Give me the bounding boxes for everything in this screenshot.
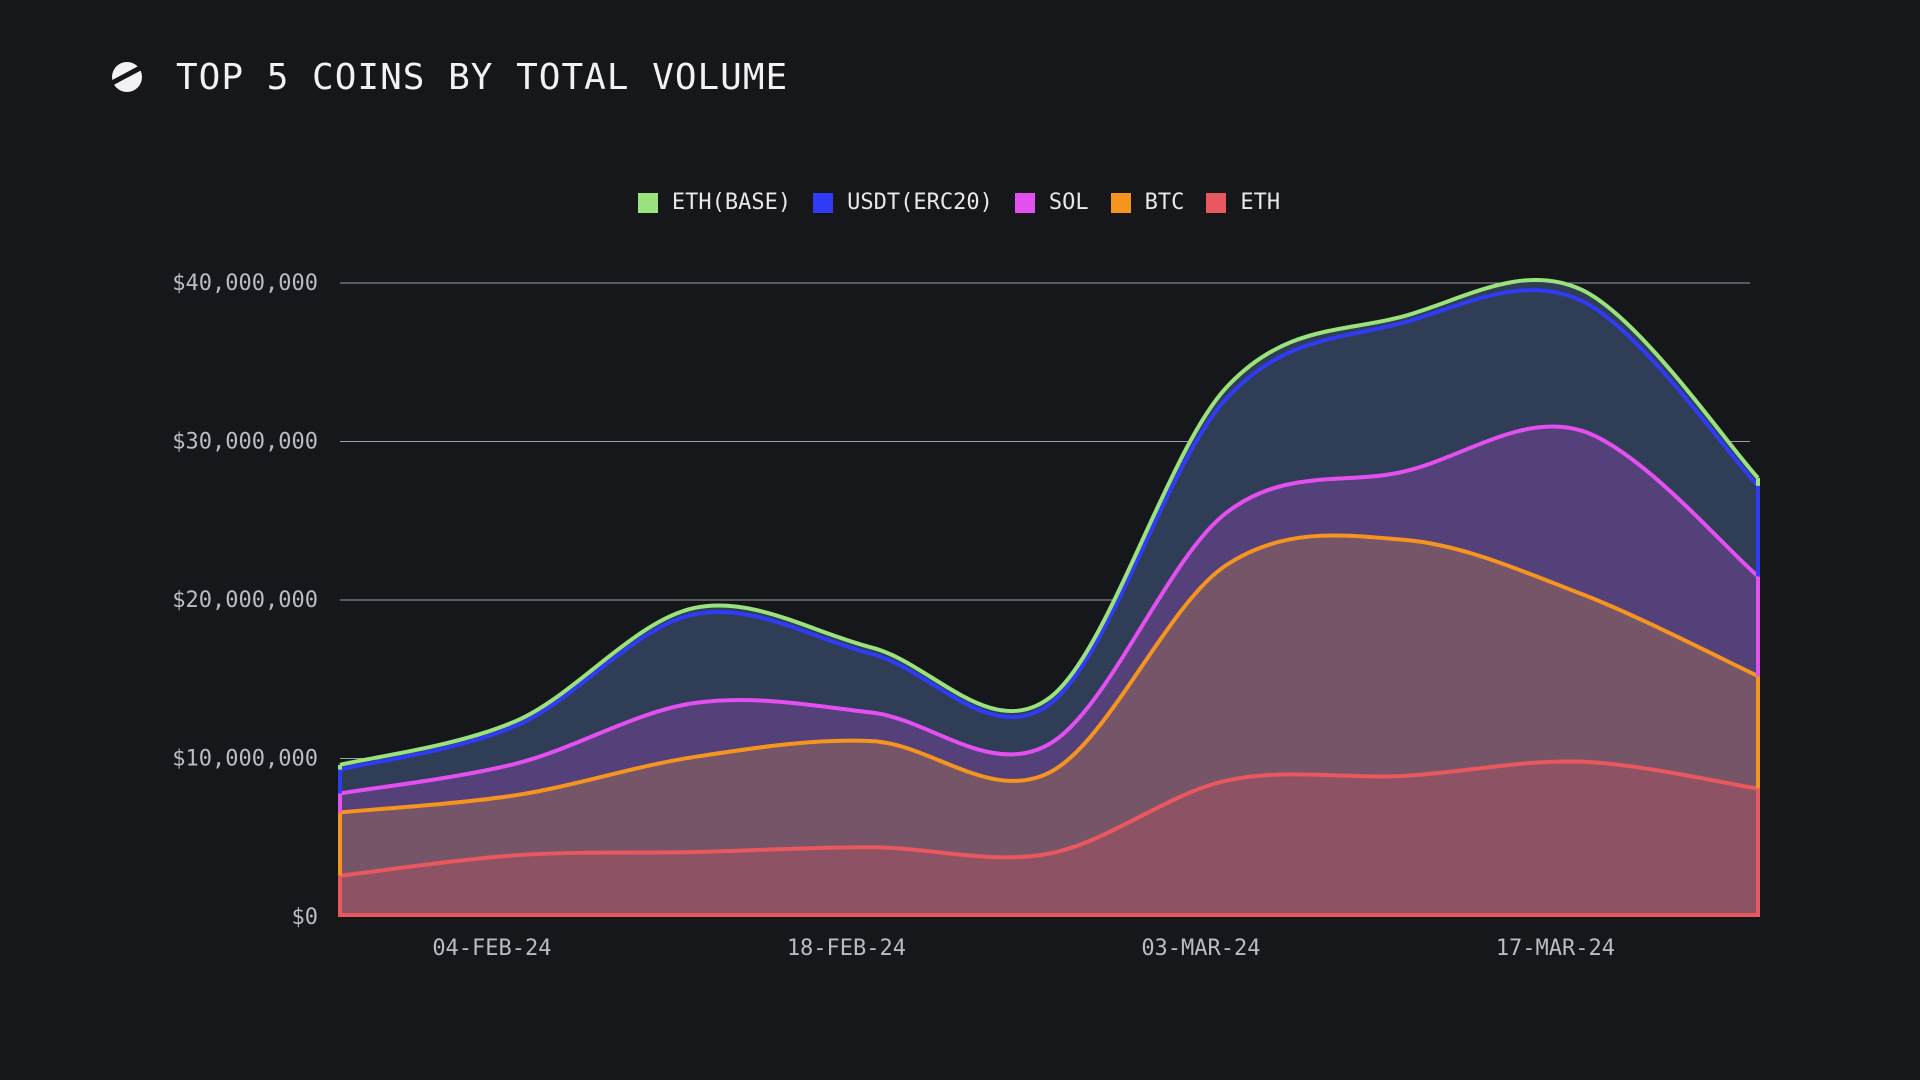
- y-tick-label: $20,000,000: [172, 588, 318, 613]
- legend-label: ETH: [1240, 190, 1281, 215]
- legend-item[interactable]: SOL: [1014, 190, 1089, 215]
- legend-item[interactable]: USDT(ERC20): [813, 190, 993, 215]
- y-tick-label: $40,000,000: [172, 271, 318, 296]
- legend-label: BTC: [1144, 190, 1185, 215]
- series-lines: [338, 277, 1760, 917]
- legend-label: SOL: [1048, 190, 1089, 215]
- line-eth-base: [339, 277, 1760, 767]
- legend-item[interactable]: ETH(BASE): [637, 190, 792, 215]
- chart-title: TOP 5 COINS BY TOTAL VOLUME: [176, 56, 789, 98]
- area-eth: [340, 761, 1758, 917]
- legend-item[interactable]: ETH: [1206, 190, 1280, 215]
- x-tick-label: 04-FEB-24: [432, 936, 551, 961]
- chart-legend: ETH(BASE) USDT(ERC20) SOL BTC ETH: [0, 190, 1920, 215]
- legend-swatch: [1014, 192, 1035, 213]
- line-eth: [339, 759, 1759, 878]
- x-tick-label: 18-FEB-24: [787, 936, 906, 961]
- y-tick-label: $30,000,000: [172, 430, 318, 455]
- y-tick-label: $0: [292, 905, 319, 930]
- x-tick-label: 03-MAR-24: [1141, 936, 1260, 961]
- series-areas: [340, 279, 1758, 917]
- line-btc: [339, 533, 1759, 815]
- line-usdt-erc20: [339, 288, 1760, 772]
- legend-swatch: [1110, 192, 1131, 213]
- legend-swatch: [637, 192, 658, 213]
- y-tick-label: $10,000,000: [172, 747, 318, 772]
- legend-label: USDT(ERC20): [847, 190, 993, 215]
- legend-swatch: [1206, 192, 1227, 213]
- x-tick-label: 17-MAR-24: [1496, 936, 1615, 961]
- line-sol: [339, 424, 1760, 796]
- chart-header: TOP 5 COINS BY TOTAL VOLUME: [110, 56, 788, 98]
- slash-circle-logo-icon: [110, 62, 144, 92]
- legend-item[interactable]: BTC: [1110, 190, 1185, 215]
- legend-label: ETH(BASE): [671, 190, 792, 215]
- legend-swatch: [813, 192, 834, 213]
